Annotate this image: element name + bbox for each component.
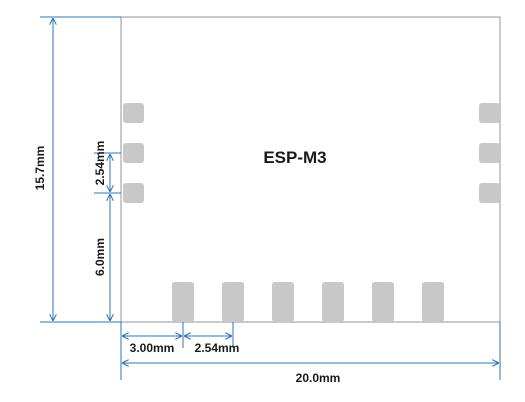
right-pad-3 — [479, 183, 500, 203]
bottom-pad-1 — [172, 282, 194, 322]
label-pitch-vertical: 2.54mm — [93, 141, 107, 186]
left-pad-2 — [123, 143, 144, 163]
label-width: 20.0mm — [296, 371, 341, 385]
right-pad-1 — [479, 103, 500, 123]
module-label: ESP-M3 — [263, 148, 326, 167]
left-pad-1 — [123, 103, 144, 123]
label-height: 15.7mm — [33, 146, 47, 191]
module-outline — [121, 17, 500, 322]
bottom-pad-6 — [422, 282, 444, 322]
bottom-pad-4 — [322, 282, 344, 322]
label-left-offset: 6.0mm — [93, 238, 107, 276]
bottom-pad-2 — [222, 282, 244, 322]
bottom-pad-5 — [372, 282, 394, 322]
label-pitch-horizontal: 2.54mm — [195, 341, 240, 355]
right-pad-2 — [479, 143, 500, 163]
label-bottom-offset: 3.00mm — [130, 341, 175, 355]
bottom-pad-3 — [272, 282, 294, 322]
left-pad-3 — [123, 183, 144, 203]
